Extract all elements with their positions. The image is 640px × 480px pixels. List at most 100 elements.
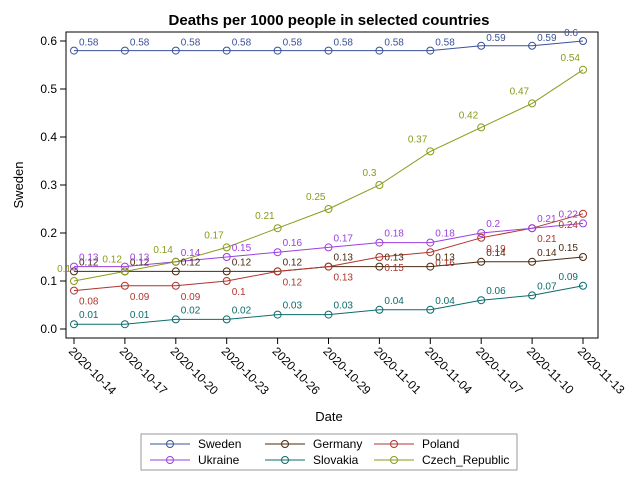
data-label-poland: 0.09	[181, 292, 201, 303]
data-point-slovakia	[273, 310, 282, 319]
data-label-sweden: 0.58	[79, 38, 99, 49]
chart-title: Deaths per 1000 people in selected count…	[169, 12, 490, 29]
x-tick-label: 2020-11-01	[371, 344, 424, 397]
data-point-slovakia	[120, 320, 129, 329]
data-point-poland	[426, 248, 435, 257]
data-point-slovakia	[579, 281, 587, 290]
y-axis: 0.0 0.1 0.2 0.3 0.4 0.5 0.6	[40, 34, 66, 336]
data-label-ukraine: 0.18	[384, 229, 404, 240]
data-label-ukraine: 0.13	[130, 253, 150, 264]
y-tick-label: 0.2	[40, 226, 57, 240]
data-point-germany	[222, 267, 231, 276]
data-point-poland	[477, 233, 486, 242]
data-point-poland	[273, 267, 282, 276]
data-label-czech-republic: 0.3	[362, 168, 376, 179]
series-czech-republic	[70, 65, 587, 285]
data-label-sweden: 0.58	[334, 38, 354, 49]
data-label-germany: 0.12	[181, 257, 201, 268]
data-label-poland: 0.12	[283, 277, 303, 288]
y-tick-label: 0.1	[40, 274, 57, 288]
data-label-sweden: 0.59	[537, 33, 557, 44]
x-tick-label: 2020-10-20	[168, 344, 222, 398]
data-label-slovakia: 0.03	[283, 301, 303, 312]
data-label-slovakia: 0.03	[334, 301, 354, 312]
legend-swatch-marker	[166, 456, 174, 464]
data-label-ukraine: 0.22	[559, 209, 579, 220]
legend-frame	[140, 433, 518, 471]
legend-label-ukraine: Ukraine	[198, 453, 240, 467]
data-label-czech-republic: 0.25	[306, 192, 326, 203]
legend-label-germany: Germany	[313, 437, 362, 451]
data-label-slovakia: 0.07	[537, 281, 557, 292]
data-label-czech-republic: 0.12	[102, 254, 122, 265]
series-sweden	[70, 37, 587, 55]
data-point-ukraine	[70, 262, 78, 271]
data-label-czech-republic: 0.21	[255, 211, 275, 222]
x-tick-label: 2020-11-07	[473, 344, 526, 397]
data-point-sweden	[222, 46, 231, 55]
data-point-slovakia	[324, 310, 333, 319]
data-point-czech-republic	[579, 65, 587, 74]
y-tick-label: 0.6	[40, 34, 57, 48]
legend-item-germany: Germany	[265, 437, 362, 451]
x-tick-label: 2020-11-13	[575, 344, 628, 397]
series-line-sweden	[74, 40, 584, 52]
x-tick-label: 2020-10-23	[219, 344, 273, 398]
x-axis: 2020-10-142020-10-172020-10-202020-10-23…	[66, 338, 628, 398]
data-label-germany: 0.14	[486, 248, 506, 259]
data-label-germany: 0.13	[334, 253, 354, 264]
data-label-germany: 0.12	[130, 257, 150, 268]
data-point-germany	[579, 253, 587, 261]
data-label-slovakia: 0.01	[79, 310, 99, 321]
data-label-germany: 0.14	[537, 248, 557, 259]
data-label-czech-republic: 0.37	[408, 134, 428, 145]
y-axis-title: Sweden	[11, 162, 26, 209]
series-line-poland	[73, 213, 584, 292]
data-label-ukraine: 0.21	[537, 214, 557, 225]
data-point-slovakia	[171, 315, 180, 324]
y-tick-label: 0.3	[40, 178, 57, 192]
data-point-czech-republic	[70, 277, 78, 285]
data-label-poland: 0.24	[559, 220, 579, 231]
data-label-slovakia: 0.02	[232, 305, 252, 316]
data-label-sweden: 0.58	[283, 38, 303, 49]
data-label-ukraine: 0.18	[435, 229, 455, 240]
data-point-ukraine	[528, 224, 537, 233]
data-point-poland	[579, 209, 587, 218]
data-point-czech-republic	[273, 224, 282, 233]
data-point-sweden	[273, 46, 282, 55]
data-point-czech-republic	[477, 123, 486, 132]
legend-item-ukraine: Ukraine	[150, 453, 240, 467]
data-point-sweden	[426, 46, 435, 55]
x-tick-label: 2020-10-14	[66, 344, 120, 398]
data-point-czech-republic	[171, 257, 180, 266]
data-point-czech-republic	[324, 205, 333, 213]
data-point-slovakia	[477, 296, 486, 305]
data-point-ukraine	[120, 262, 129, 271]
data-point-slovakia	[375, 305, 384, 314]
data-label-germany: 0.13	[435, 253, 455, 264]
x-axis-title: Date	[315, 409, 342, 424]
legend-swatch-marker	[390, 456, 398, 464]
data-point-sweden	[171, 46, 180, 55]
data-label-czech-republic: 0.47	[510, 86, 530, 97]
data-point-ukraine	[579, 219, 587, 228]
legend-item-slovakia: Slovakia	[265, 453, 359, 467]
data-point-sweden	[528, 41, 537, 50]
data-point-poland	[222, 277, 231, 285]
legend-label-poland: Poland	[422, 437, 459, 451]
legend-label-slovakia: Slovakia	[313, 453, 359, 467]
data-label-ukraine: 0.16	[283, 238, 303, 249]
data-label-czech-republic: 0.17	[204, 230, 224, 241]
data-point-sweden	[579, 37, 587, 45]
data-point-ukraine	[375, 238, 384, 247]
legend-swatch-marker	[390, 440, 398, 448]
series-layer	[70, 37, 587, 329]
data-point-ukraine	[273, 248, 282, 257]
legend-swatch-marker	[281, 440, 289, 448]
x-tick-label: 2020-10-29	[320, 344, 374, 398]
data-label-slovakia: 0.01	[130, 310, 150, 321]
data-point-czech-republic	[375, 181, 384, 189]
data-label-poland: 0.19	[486, 244, 506, 255]
data-label-germany: 0.12	[79, 257, 99, 268]
